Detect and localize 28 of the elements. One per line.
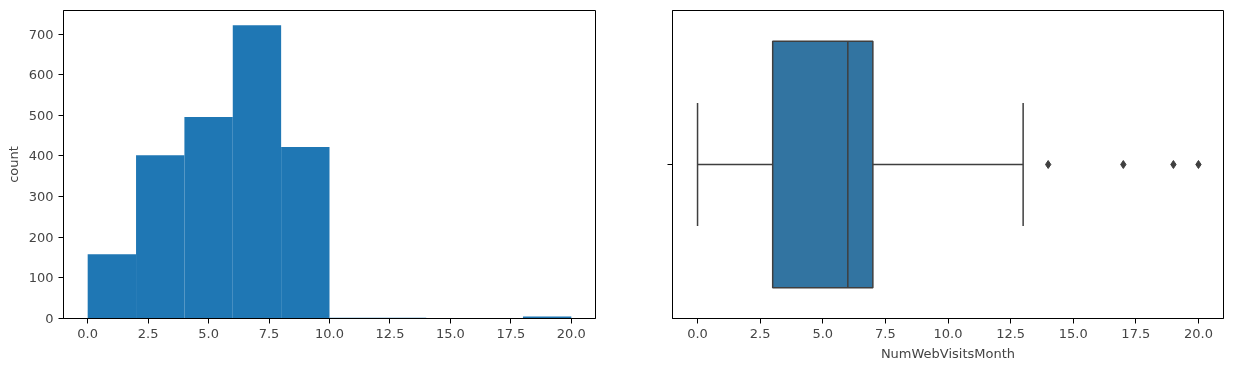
x-tick-label: 10.0	[315, 325, 344, 341]
y-tick-label: 100	[28, 270, 54, 286]
y-tick-label: 400	[28, 148, 54, 164]
x-tick-label: 20.0	[556, 325, 586, 341]
x-tick-label: 17.5	[1121, 325, 1151, 341]
x-tick-label: 15.0	[1058, 325, 1088, 341]
y-tick-label: 500	[28, 107, 54, 123]
x-tick-label: 5.0	[812, 325, 834, 341]
x-tick-label: 5.0	[198, 325, 219, 341]
x-tick-label: 12.5	[996, 325, 1026, 341]
y-tick-label: 700	[28, 26, 54, 42]
y-tick-label: 0	[45, 311, 54, 326]
x-tick-label: 0.0	[687, 325, 708, 341]
x-tick-label: 2.5	[137, 325, 159, 341]
y-tick-label: 200	[28, 229, 54, 245]
x-tick-label: 0.0	[77, 325, 99, 341]
x-tick-label: 2.5	[749, 325, 771, 341]
x-tick-label: 7.5	[258, 325, 280, 341]
x-tick-label: 17.5	[496, 325, 526, 341]
y-tick-label: 600	[28, 67, 54, 83]
x-tick-label: 12.5	[375, 325, 405, 341]
x-tick-label: 10.0	[933, 325, 963, 341]
y-axis-title: count	[5, 146, 21, 183]
x-tick-label: 15.0	[435, 325, 465, 341]
y-tick-label: 300	[28, 189, 54, 205]
x-tick-label: 20.0	[1183, 325, 1213, 341]
x-axis-title: NumWebVisitsMonth	[880, 345, 1016, 361]
x-tick-label: 7.5	[875, 325, 896, 341]
